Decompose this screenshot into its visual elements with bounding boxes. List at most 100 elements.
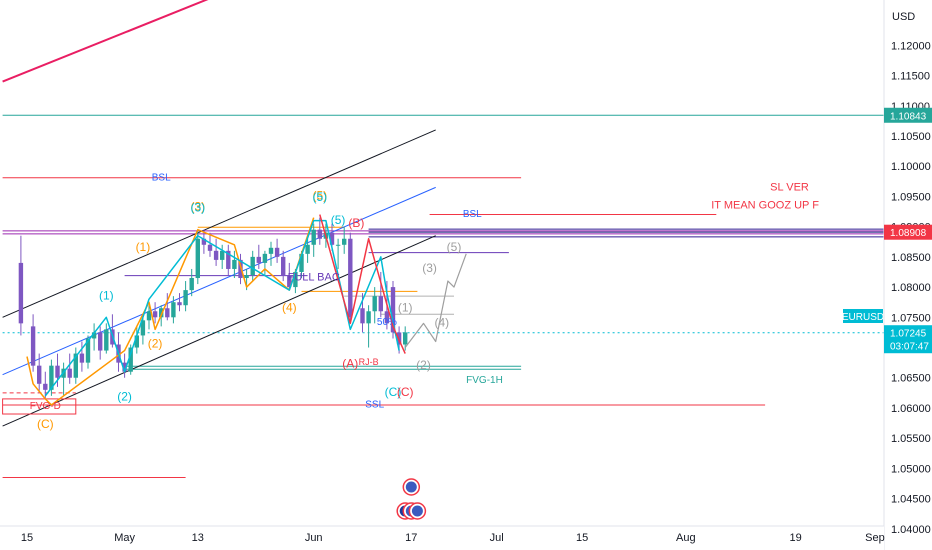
candle-body	[37, 365, 42, 384]
candle[interactable]	[49, 359, 54, 396]
time-tick-label: 19	[789, 532, 801, 544]
price-tags: EURUSD 1.10843 1.08908 1.07245 03:07:47	[842, 107, 932, 354]
time-tick-label: 15	[21, 532, 33, 544]
candle-body	[384, 311, 390, 324]
price-axis[interactable]: USD 1.120001.115001.110001.105001.100001…	[883, 0, 932, 550]
candle-body	[195, 238, 200, 279]
candle[interactable]	[195, 229, 200, 285]
candle[interactable]	[311, 223, 316, 257]
candle-body	[18, 262, 24, 324]
price-tick-label: 1.10500	[891, 131, 931, 143]
candle[interactable]	[262, 250, 268, 275]
candle[interactable]	[177, 293, 182, 312]
candle[interactable]	[128, 344, 133, 375]
price-tag	[884, 224, 932, 240]
candle-body	[171, 302, 176, 318]
candle[interactable]	[372, 287, 377, 324]
candle-body	[238, 259, 243, 279]
price-tick-label: 1.11500	[891, 71, 930, 83]
candle[interactable]	[232, 250, 237, 279]
candle-body	[342, 238, 347, 245]
candle[interactable]	[104, 323, 109, 354]
candle[interactable]	[122, 353, 127, 378]
wave-path[interactable]	[319, 214, 406, 354]
wave-path[interactable]	[404, 253, 467, 348]
candle-body	[293, 271, 298, 288]
annotation-label: (C)	[37, 417, 54, 431]
candle[interactable]	[152, 302, 158, 324]
candle[interactable]	[342, 226, 347, 254]
candle[interactable]	[79, 341, 85, 372]
candle[interactable]	[18, 235, 24, 336]
candle-body	[140, 320, 146, 336]
candle[interactable]	[134, 326, 139, 354]
candle[interactable]	[37, 353, 42, 393]
candle-body	[403, 332, 408, 345]
wave-path[interactable]	[26, 217, 315, 406]
candle[interactable]	[30, 314, 36, 372]
candle-body	[232, 259, 237, 269]
candle-body	[262, 253, 268, 263]
candle[interactable]	[256, 244, 261, 269]
annotation-label: (C)	[397, 385, 414, 399]
candle[interactable]	[165, 293, 170, 321]
candle-body	[372, 296, 377, 312]
annotation-label: (1)	[99, 288, 114, 302]
wave-path[interactable]	[44, 219, 400, 397]
candle[interactable]	[403, 326, 408, 351]
trendline[interactable]	[2, 186, 436, 376]
candle[interactable]	[378, 271, 383, 318]
candle-body	[201, 238, 207, 245]
zones	[2, 398, 77, 415]
candle[interactable]	[317, 217, 322, 245]
candle[interactable]	[366, 305, 371, 348]
annotation-label: (2)	[117, 389, 132, 403]
candle[interactable]	[201, 229, 207, 254]
candle[interactable]	[348, 232, 353, 324]
candle[interactable]	[305, 238, 310, 263]
candle[interactable]	[98, 326, 103, 360]
candle-body	[165, 308, 170, 318]
candle[interactable]	[226, 244, 231, 275]
candle-body	[299, 253, 304, 272]
time-axis[interactable]: 15 May 13 Jun 17 Jul 15 Aug 19 Sep	[0, 525, 885, 550]
text-annotations: BSL BSL SSL SL VER IT MEAN GOOZ UP F FULL BAC…	[30, 172, 820, 431]
candle[interactable]	[213, 238, 219, 266]
candle[interactable]	[220, 244, 225, 269]
price-tick-label: 1.08000	[891, 282, 931, 294]
candle-body	[98, 332, 103, 351]
us-flag-event-icon[interactable]	[408, 502, 427, 520]
candle-body	[146, 311, 152, 321]
symbol-tag	[843, 309, 883, 323]
candle[interactable]	[274, 238, 280, 263]
trendline[interactable]	[2, 129, 436, 318]
candle[interactable]	[390, 281, 396, 339]
candle[interactable]	[268, 241, 274, 266]
candle[interactable]	[43, 371, 48, 399]
candle[interactable]	[189, 268, 194, 297]
candle-body	[348, 238, 353, 318]
candle[interactable]	[91, 323, 97, 351]
candle[interactable]	[73, 347, 78, 384]
candle[interactable]	[250, 250, 255, 282]
candle[interactable]	[287, 262, 292, 291]
event-markers[interactable]	[396, 478, 427, 520]
candle[interactable]	[281, 250, 286, 282]
zone-box[interactable]	[2, 398, 77, 415]
candle[interactable]	[207, 232, 213, 257]
candle[interactable]	[335, 238, 341, 269]
annotation-label: (4)	[434, 316, 449, 330]
annotation-label: BSL	[152, 172, 171, 183]
candle[interactable]	[183, 281, 188, 312]
candle[interactable]	[171, 296, 176, 324]
candle[interactable]	[238, 253, 243, 285]
trendline[interactable]	[2, 0, 229, 83]
candle[interactable]	[146, 305, 152, 330]
trendline[interactable]	[2, 235, 436, 427]
candle-body	[366, 311, 371, 324]
candle-body	[177, 302, 182, 306]
candle[interactable]	[67, 353, 72, 384]
us-flag-event-icon[interactable]	[402, 478, 421, 496]
